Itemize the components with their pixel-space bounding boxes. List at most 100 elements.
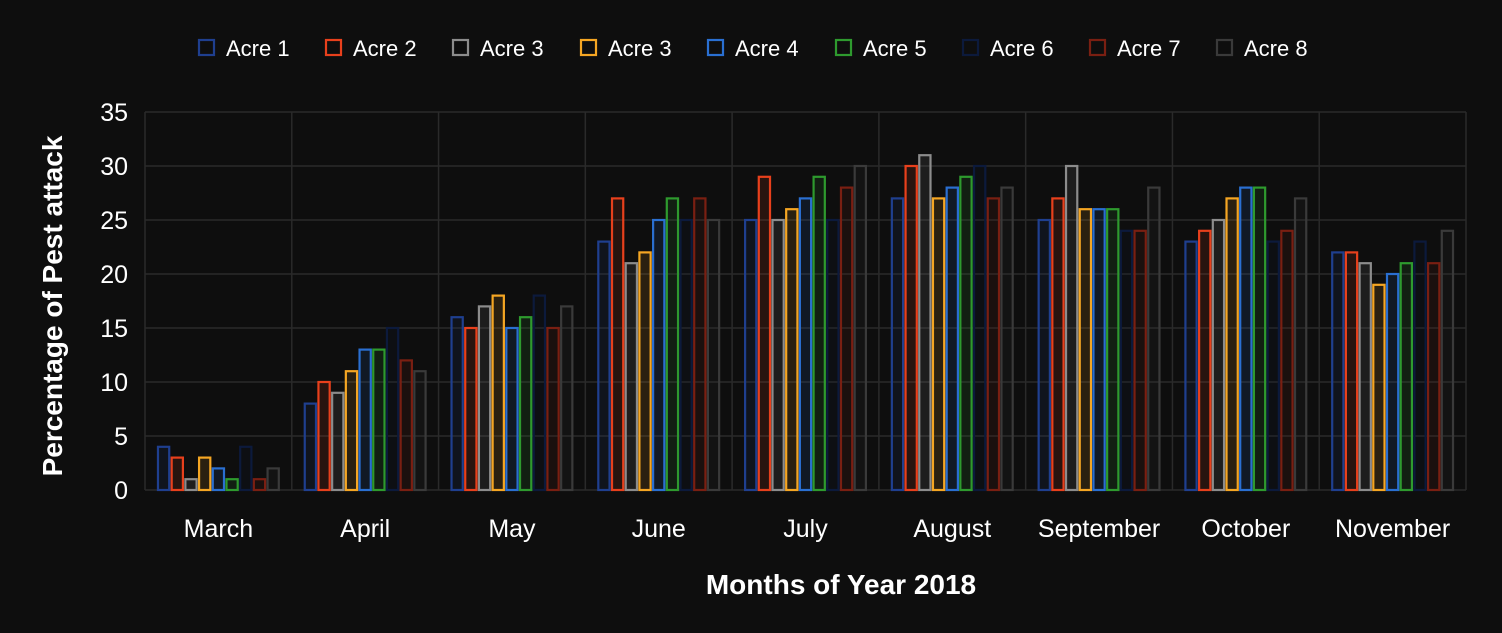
bar: [945, 186, 959, 492]
bar: [826, 218, 840, 492]
bar: [918, 154, 932, 492]
bar: [413, 370, 427, 492]
bar: [757, 175, 772, 492]
bar: [211, 467, 226, 492]
bar: [156, 445, 171, 492]
bar: [798, 197, 813, 492]
bar: [464, 326, 478, 492]
x-tick-label: May: [488, 515, 536, 543]
legend-swatch: [706, 38, 725, 57]
y-tick-label: 5: [114, 423, 128, 451]
x-tick-label: November: [1335, 515, 1450, 543]
x-axis-ticks: March April May June July August September Octo…: [184, 515, 1451, 543]
bar: [785, 208, 799, 492]
y-tick-label: 30: [100, 153, 128, 181]
bar: [931, 197, 946, 492]
bar: [239, 445, 253, 492]
bar: [477, 305, 492, 492]
bar: [1147, 186, 1161, 492]
x-tick-label: August: [913, 515, 991, 543]
bar: [491, 294, 505, 492]
bar: [1106, 208, 1120, 492]
legend-swatch: [834, 38, 853, 57]
bar: [331, 391, 345, 492]
legend-item: Acre 5: [834, 36, 927, 61]
bar: [399, 359, 413, 492]
bar: [1266, 240, 1280, 492]
bar: [372, 348, 386, 492]
legend-label: Acre 7: [1117, 36, 1181, 61]
bar: [1133, 229, 1147, 492]
bar: [266, 467, 280, 492]
bar: [505, 326, 519, 492]
bar: [665, 197, 680, 492]
bar: [1119, 229, 1134, 492]
legend-label: Acre 3: [608, 36, 672, 61]
bar: [706, 218, 721, 492]
legend-swatch: [579, 38, 598, 57]
bar: [1440, 229, 1455, 492]
grid-lines: [144, 111, 1467, 491]
bar: [532, 294, 547, 492]
x-tick-label: September: [1038, 515, 1160, 543]
bar: [1239, 186, 1253, 492]
bar: [986, 197, 1001, 492]
bar: [812, 175, 826, 492]
legend-label: Acre 4: [735, 36, 799, 61]
bar: [597, 240, 611, 492]
bar: [1198, 229, 1212, 492]
bar: [385, 326, 400, 492]
x-tick-label: June: [632, 515, 686, 543]
bar: [450, 316, 464, 492]
bar: [853, 164, 868, 492]
legend: Acre 1 Acre 2 Acre 3 Acre 3 Acre 4 Acre 5 Acre…: [197, 36, 1308, 61]
bar: [184, 478, 198, 492]
bar: [1413, 240, 1427, 492]
y-axis-title: Percentage of Pest attack: [37, 135, 68, 476]
bar: [317, 380, 331, 492]
legend-swatch: [197, 38, 216, 57]
bar: [1092, 208, 1106, 492]
bar: [1385, 272, 1400, 492]
legend-item: Acre 4: [706, 36, 799, 61]
bar: [610, 197, 625, 492]
bar: [1000, 186, 1014, 492]
bar: [652, 218, 666, 492]
legend-label: Acre 5: [863, 36, 927, 61]
bar: [170, 456, 185, 492]
bar: [303, 402, 318, 492]
bar: [959, 175, 973, 492]
bar: [972, 164, 987, 492]
bar: [839, 186, 854, 492]
bar: [1252, 186, 1267, 492]
y-tick-label: 35: [100, 99, 128, 127]
bar: [1064, 164, 1079, 492]
legend-swatch: [451, 38, 470, 57]
bar: [225, 478, 239, 492]
bar: [771, 218, 785, 492]
legend-item: Acre 1: [197, 36, 290, 61]
legend-swatch: [1088, 38, 1107, 57]
bar: [1225, 197, 1239, 492]
bar: [1426, 262, 1441, 492]
x-tick-label: July: [783, 515, 828, 543]
bar: [1331, 251, 1345, 492]
y-tick-label: 20: [100, 261, 128, 289]
x-tick-label: March: [184, 515, 253, 543]
legend-item: Acre 7: [1088, 36, 1181, 61]
bar: [638, 251, 652, 492]
bar: [252, 478, 267, 492]
y-tick-label: 15: [100, 315, 128, 343]
legend-swatch: [961, 38, 980, 57]
bar: [344, 370, 359, 492]
bar: [693, 197, 707, 492]
bar: [679, 218, 693, 492]
legend-item: Acre 8: [1215, 36, 1308, 61]
bar: [1358, 262, 1372, 492]
legend-label: Acre 6: [990, 36, 1054, 61]
bar: [1280, 229, 1294, 492]
bar: [560, 305, 574, 492]
bars: [156, 154, 1455, 492]
y-tick-label: 10: [100, 369, 128, 397]
